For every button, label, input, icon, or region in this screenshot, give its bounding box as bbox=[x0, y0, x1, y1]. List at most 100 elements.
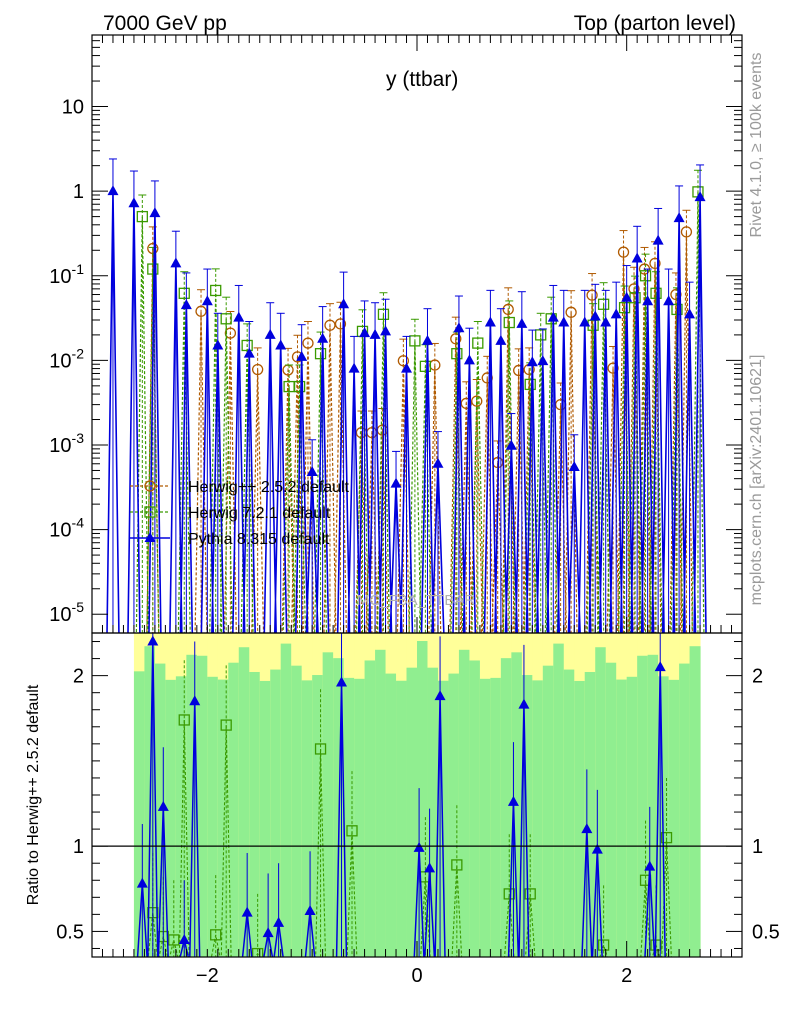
ratio-band-inner bbox=[689, 646, 701, 957]
series-herwig7-point bbox=[377, 308, 390, 320]
ratio-band-inner bbox=[312, 675, 324, 957]
series-herwigpp-point bbox=[397, 355, 410, 367]
y-tick-label: 10-4 bbox=[49, 515, 84, 542]
ratio-band-inner bbox=[291, 665, 303, 957]
y-tick-label: 10-1 bbox=[49, 261, 84, 288]
ratio-pythia-point bbox=[262, 927, 274, 938]
ratio-pythia-point bbox=[644, 860, 656, 871]
ratio-band-inner bbox=[417, 641, 428, 957]
series-pythia-point bbox=[673, 212, 685, 223]
series-pythia-point bbox=[663, 295, 675, 306]
series-herwig7-point bbox=[178, 287, 190, 299]
ratio-band-inner bbox=[448, 673, 460, 957]
series-pythia-point bbox=[369, 328, 381, 339]
ratio-band-inner bbox=[563, 669, 575, 957]
ratio-band-inner bbox=[521, 675, 533, 957]
mcplots-label: mcplots.cern.ch [arXiv:2401.10621] bbox=[748, 355, 765, 606]
series-herwig7-point bbox=[409, 335, 421, 347]
ratio-pythia-point bbox=[581, 823, 593, 834]
ratio-pythia-point bbox=[136, 877, 148, 888]
ratio-band-inner bbox=[175, 676, 187, 957]
series-herwig7-point bbox=[210, 284, 222, 297]
series-herwigpp-point bbox=[450, 333, 462, 345]
plot-title-text: y (ttbar) bbox=[386, 68, 458, 91]
series-pythia-point bbox=[537, 355, 549, 366]
series-pythia-point bbox=[610, 308, 622, 319]
series-pythia-point bbox=[149, 207, 161, 218]
series-herwig7-point bbox=[147, 263, 159, 275]
series-herwig7-point bbox=[535, 329, 547, 341]
series-pythia-point bbox=[631, 252, 643, 263]
series-pythia-point bbox=[432, 457, 444, 468]
ratio-y-tick-label: 1 bbox=[73, 836, 84, 858]
series-herwig7-point bbox=[136, 210, 148, 223]
y-tick-label: 10 bbox=[62, 97, 84, 119]
ratio-band-inner bbox=[301, 680, 313, 957]
analysis-watermark: MC_FBA_TTBAR bbox=[357, 592, 476, 609]
series-pythia-point bbox=[401, 362, 413, 373]
y-tick-label: 10-3 bbox=[49, 430, 84, 457]
series-herwigpp-point bbox=[565, 306, 577, 318]
ratio-band-inner bbox=[249, 671, 261, 957]
series-pythia-point bbox=[359, 327, 371, 338]
series-pythia-point bbox=[380, 325, 392, 336]
ratio-band-inner bbox=[584, 671, 596, 957]
series-pythia-point bbox=[107, 185, 119, 196]
ratio-band-inner bbox=[259, 680, 271, 957]
y-tick-label: 10-2 bbox=[49, 345, 84, 372]
ratio-herwig7-point bbox=[314, 743, 327, 755]
ratio-band-inner bbox=[479, 678, 491, 957]
ratio-band-inner bbox=[343, 677, 355, 957]
series-pythia-point bbox=[579, 316, 591, 327]
series-herwigpp-point bbox=[680, 226, 693, 238]
series-pythia-line bbox=[106, 191, 707, 633]
series-pythia-point bbox=[516, 317, 528, 328]
rivet-version-label: Rivet 4.1.0, ≥ 100k events bbox=[748, 53, 765, 238]
series-pythia-point bbox=[652, 234, 664, 245]
series-pythia-point bbox=[275, 339, 287, 350]
ratio-band-inner bbox=[500, 658, 512, 957]
legend-herwigpp-marker bbox=[144, 480, 156, 492]
ratio-pythia-point bbox=[518, 698, 530, 709]
header-left-label: 7000 GeV pp bbox=[103, 12, 227, 35]
series-herwigpp-point bbox=[224, 327, 237, 339]
series-pythia-point bbox=[317, 332, 329, 343]
series-herwig7-point bbox=[293, 380, 306, 393]
series-herwigpp-point bbox=[617, 246, 630, 258]
series-pythia-point bbox=[463, 354, 475, 365]
ratio-herwig7-point bbox=[346, 825, 358, 837]
series-herwig7-point bbox=[419, 360, 432, 372]
series-herwig7-point bbox=[650, 287, 662, 299]
ratio-band-inner bbox=[427, 667, 439, 957]
series-pythia-point bbox=[390, 477, 402, 488]
series-pythia-point bbox=[453, 322, 465, 333]
series-pythia-point bbox=[621, 291, 633, 302]
series-herwigpp-point bbox=[586, 289, 598, 301]
ratio-pythia-point bbox=[157, 800, 169, 811]
ratio-pythia-point bbox=[304, 904, 316, 915]
series-herwigpp-point bbox=[302, 337, 314, 349]
ratio-band-inner bbox=[165, 679, 177, 957]
ratio-y-tick-label-right: 2 bbox=[752, 666, 763, 688]
y-tick-label: 10-5 bbox=[49, 599, 84, 626]
ratio-pythia-point bbox=[413, 841, 425, 852]
ratio-herwig7-point bbox=[210, 929, 222, 941]
series-herwig7-point bbox=[503, 316, 515, 329]
ratio-herwig7-point bbox=[168, 934, 180, 946]
series-pythia-point bbox=[600, 316, 612, 327]
legend-pythia-marker bbox=[144, 532, 156, 542]
ratio-herwig7-point bbox=[178, 714, 190, 726]
ratio-band-inner bbox=[133, 671, 145, 957]
ratio-herwig7-point bbox=[524, 888, 536, 900]
series-herwigpp-point bbox=[649, 257, 661, 270]
ratio-band-inner bbox=[626, 676, 638, 957]
plot-title: y (ttbar) bbox=[386, 68, 458, 91]
ratio-herwig7-point bbox=[503, 888, 515, 900]
ratio-band-inner bbox=[647, 654, 659, 957]
ratio-herwig7-point bbox=[451, 859, 463, 871]
ratio-herwig7-point bbox=[220, 719, 232, 731]
series-pythia-point bbox=[526, 356, 538, 367]
series-herwig7-point bbox=[241, 339, 253, 352]
ratio-band-inner bbox=[406, 667, 418, 957]
